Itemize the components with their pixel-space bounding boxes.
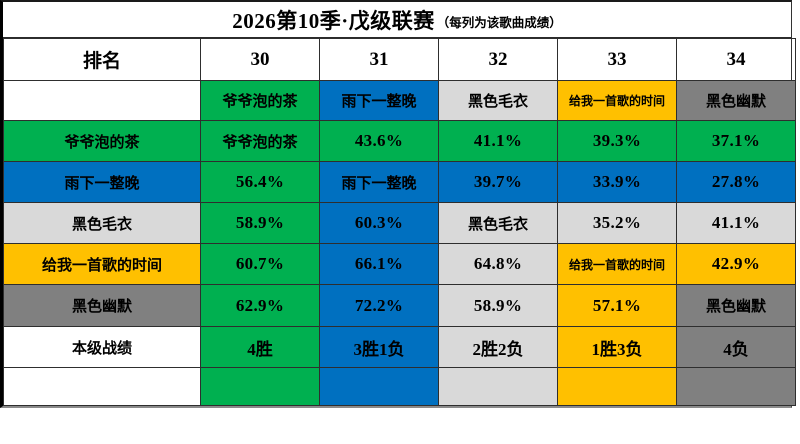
column-number-cell: 31 [319,38,439,81]
matrix-percent-cell: 41.1% [438,120,558,162]
table-row [3,367,796,406]
record-value-cell: 2胜2负 [438,326,558,368]
table-row: 爷爷泡的茶 雨下一整晚 黑色毛衣 给我一首歌的时间 黑色幽默 [3,80,796,121]
record-value-cell: 4负 [676,326,796,368]
rank-header-cell: 排名 [3,38,201,81]
matrix-percent-cell: 35.2% [557,202,677,244]
matrix-percent-cell: 60.7% [200,243,320,285]
table-title: 2026第10季·戊级联赛 （每列为该歌曲成绩） [3,2,791,38]
title-text: 2026第10季·戊级联赛 [232,8,435,33]
matrix-percent-cell: 66.1% [319,243,439,285]
matrix-percent-cell: 64.8% [438,243,558,285]
diagonal-song-cell: 爷爷泡的茶 [200,120,320,162]
matrix-percent-cell: 58.9% [438,284,558,327]
empty-color-cell [200,367,320,406]
column-song-cell: 给我一首歌的时间 [557,80,677,121]
league-table: 2026第10季·戊级联赛 （每列为该歌曲成绩） 排名 30 31 32 33 34 爷爷泡… [0,0,796,408]
row-song-cell: 爷爷泡的茶 [3,120,201,162]
record-value-cell: 1胜3负 [557,326,677,368]
table-row: 爷爷泡的茶 爷爷泡的茶 43.6% 41.1% 39.3% 37.1% [3,120,796,162]
table-row: 黑色幽默 62.9% 72.2% 58.9% 57.1% 黑色幽默 [3,284,796,327]
record-label-cell: 本级战绩 [3,326,201,368]
row-song-cell: 雨下一整晚 [3,161,201,203]
column-song-cell: 雨下一整晚 [319,80,439,121]
column-song-cell: 黑色幽默 [676,80,796,121]
matrix-percent-cell: 41.1% [676,202,796,244]
column-song-cell: 黑色毛衣 [438,80,558,121]
matrix-percent-cell: 33.9% [557,161,677,203]
table-row: 给我一首歌的时间 60.7% 66.1% 64.8% 给我一首歌的时间 42.9% [3,243,796,285]
matrix-percent-cell: 72.2% [319,284,439,327]
record-value-cell: 3胜1负 [319,326,439,368]
table-row: 本级战绩 4胜 3胜1负 2胜2负 1胜3负 4负 [3,326,796,368]
row-song-cell: 黑色毛衣 [3,202,201,244]
record-value-cell: 4胜 [200,326,320,368]
matrix-percent-cell: 39.3% [557,120,677,162]
matrix-percent-cell: 57.1% [557,284,677,327]
table-row: 排名 30 31 32 33 34 [3,38,796,81]
title-note: （每列为该歌曲成绩） [436,15,562,30]
column-number-cell: 34 [676,38,796,81]
empty-color-cell [438,367,558,406]
row-song-cell: 给我一首歌的时间 [3,243,201,285]
matrix-percent-cell: 43.6% [319,120,439,162]
diagonal-song-cell: 给我一首歌的时间 [557,243,677,285]
matrix-percent-cell: 39.7% [438,161,558,203]
matrix-percent-cell: 27.8% [676,161,796,203]
matrix-percent-cell: 60.3% [319,202,439,244]
row-song-cell: 黑色幽默 [3,284,201,327]
column-number-cell: 30 [200,38,320,81]
empty-label-cell [3,80,201,121]
matrix-percent-cell: 56.4% [200,161,320,203]
matrix-percent-cell: 58.9% [200,202,320,244]
column-song-cell: 爷爷泡的茶 [200,80,320,121]
table-row: 黑色毛衣 58.9% 60.3% 黑色毛衣 35.2% 41.1% [3,202,796,244]
league-grid: 排名 30 31 32 33 34 爷爷泡的茶 雨下一整晚 黑色毛衣 给我一首歌的时间 黑色幽默 爷爷… [3,38,796,406]
column-number-cell: 33 [557,38,677,81]
column-number-cell: 32 [438,38,558,81]
empty-color-cell [676,367,796,406]
diagonal-song-cell: 雨下一整晚 [319,161,439,203]
matrix-percent-cell: 42.9% [676,243,796,285]
matrix-percent-cell: 62.9% [200,284,320,327]
diagonal-song-cell: 黑色幽默 [676,284,796,327]
empty-color-cell [557,367,677,406]
diagonal-song-cell: 黑色毛衣 [438,202,558,244]
table-row: 雨下一整晚 56.4% 雨下一整晚 39.7% 33.9% 27.8% [3,161,796,203]
matrix-percent-cell: 37.1% [676,120,796,162]
empty-label-cell [3,367,201,406]
empty-color-cell [319,367,439,406]
